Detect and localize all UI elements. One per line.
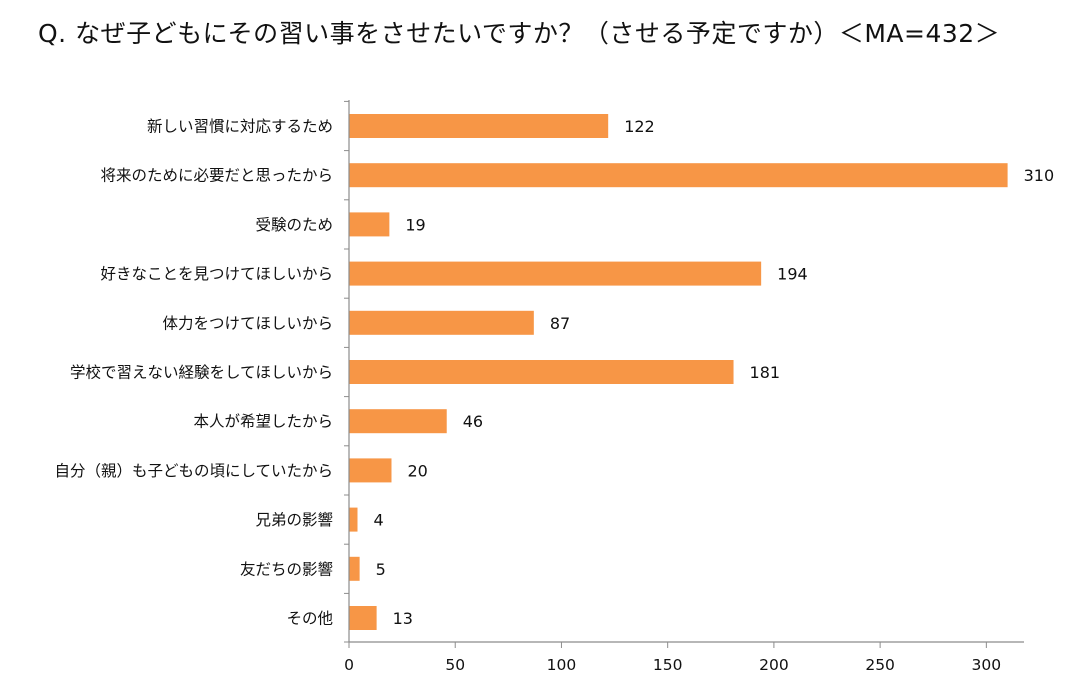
bars-layer: [349, 114, 1008, 630]
bar: [349, 212, 390, 237]
data-label: 19: [405, 215, 425, 234]
category-label: 自分（親）も子どもの頃にしていたから: [54, 462, 333, 480]
bar: [349, 606, 377, 630]
bar: [349, 556, 360, 581]
category-label: 学校で習えない経験をしてほしいから: [70, 364, 333, 382]
data-label: 181: [750, 363, 781, 382]
category-label: 新しい習慣に対応するため: [147, 118, 333, 136]
bar: [349, 409, 447, 434]
x-tick-label: 200: [759, 656, 789, 674]
x-tick-label: 250: [865, 656, 895, 674]
data-label: 194: [777, 265, 808, 284]
x-tick-label: 50: [445, 656, 465, 674]
category-label: 体力をつけてほしいから: [162, 314, 333, 332]
category-label: 受験のため: [255, 216, 333, 234]
x-tick-label: 100: [547, 656, 577, 674]
data-label: 310: [1024, 166, 1055, 185]
bar: [349, 261, 762, 286]
data-label: 87: [550, 314, 570, 333]
axis-layer: 0 50 100 150 200 250 300: [344, 100, 1024, 674]
x-tick-label: 150: [653, 656, 683, 674]
bar: [349, 114, 609, 138]
category-label: 将来のために必要だと思ったから: [100, 167, 333, 185]
data-label: 122: [624, 117, 655, 136]
data-label: 5: [376, 560, 386, 579]
data-label: 20: [407, 461, 427, 480]
category-label: 兄弟の影響: [255, 511, 333, 529]
labels-layer: 新しい習慣に対応するため 122 将来のために必要だと思ったから 310 受験のため 19…: [54, 117, 1054, 628]
x-tick-label: 0: [344, 656, 354, 674]
bar: [349, 507, 358, 532]
chart-title: Q. なぜ子どもにその習い事をさせたいですか？（させる予定ですか）＜MA=432…: [38, 19, 1001, 48]
x-tick-label: 300: [972, 656, 1002, 674]
data-label: 4: [373, 511, 383, 530]
bar: [349, 458, 392, 483]
category-label: 本人が希望したから: [193, 413, 333, 431]
bar: [349, 310, 534, 335]
bar: [349, 163, 1008, 188]
bar: [349, 360, 734, 384]
category-label: 好きなことを見つけてほしいから: [100, 265, 333, 283]
category-label: 友だちの影響: [240, 560, 333, 578]
category-label: その他: [286, 610, 333, 628]
data-label: 13: [393, 609, 413, 628]
data-label: 46: [463, 412, 483, 431]
